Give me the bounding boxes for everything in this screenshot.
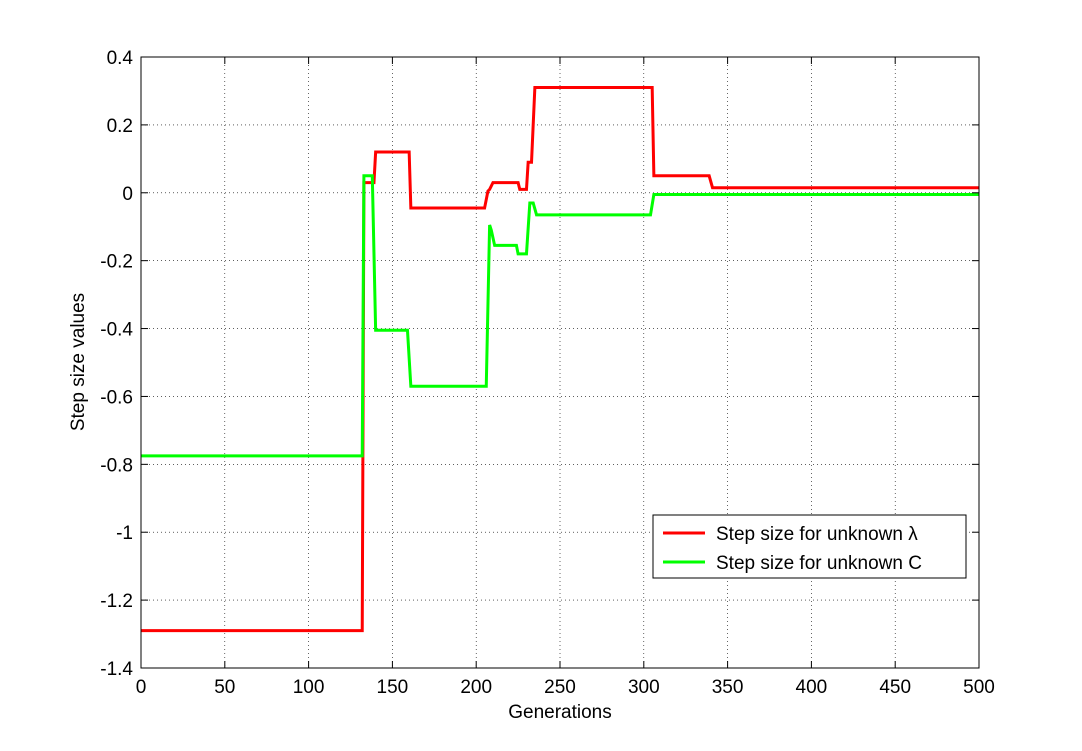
x-tick-label: 250 (544, 677, 576, 698)
y-tick-label: 0.4 (107, 48, 134, 69)
y-tick-label: -0.4 (100, 320, 133, 341)
axis-ticks (140, 56, 980, 669)
x-tick-label: 150 (377, 677, 409, 698)
y-tick-label: 0 (122, 184, 133, 205)
y-tick-label: -0.2 (100, 252, 133, 273)
y-tick-label: 0.2 (107, 116, 133, 137)
x-tick-label: 450 (879, 677, 911, 698)
x-tick-label: 200 (460, 677, 492, 698)
legend-label-lambda: Step size for unknown λ (716, 524, 918, 545)
legend: Step size for unknown λ Step size for un… (652, 514, 967, 579)
x-tick-label: 100 (293, 677, 325, 698)
series-lines (141, 86, 979, 633)
x-axis-label: Generations (508, 702, 612, 723)
x-tick-label: 0 (136, 677, 147, 698)
series-line-lambda (141, 86, 979, 633)
legend-box (652, 514, 967, 579)
legend-label-c: Step size for unknown C (716, 553, 922, 574)
x-tick-labels: 0 50 100 150 200 250 300 350 400 450 500 (136, 677, 995, 698)
y-tick-label: -1 (116, 523, 133, 544)
y-tick-label: -0.8 (100, 455, 133, 476)
x-tick-label: 400 (796, 677, 828, 698)
y-tick-label: -1.2 (100, 591, 133, 612)
y-tick-label: -0.6 (100, 387, 133, 408)
x-tick-label: 300 (628, 677, 660, 698)
series-line-c (141, 174, 979, 458)
x-tick-label: 50 (214, 677, 235, 698)
y-tick-labels: 0.4 0.2 0 -0.2 -0.4 -0.6 -0.8 -1 -1.2 -1.4 (100, 48, 133, 680)
x-tick-label: 350 (712, 677, 744, 698)
y-axis-label: Step size values (68, 293, 89, 431)
x-tick-label: 500 (963, 677, 995, 698)
y-tick-label: -1.4 (100, 659, 133, 680)
